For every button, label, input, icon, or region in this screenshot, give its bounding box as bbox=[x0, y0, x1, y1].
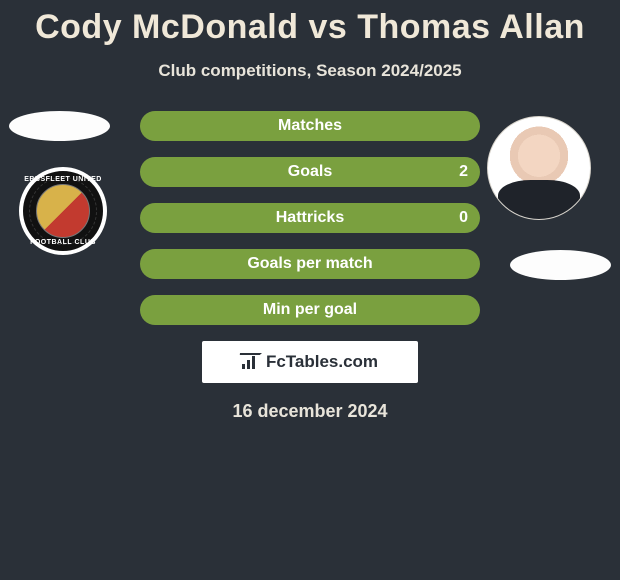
club-left-badge: EBBSFLEET UNITED FOOTBALL CLUB bbox=[19, 167, 107, 255]
brand-chart-icon bbox=[242, 355, 260, 369]
stat-right-value: 0 bbox=[459, 209, 468, 227]
club-left-sub: FOOTBALL CLUB bbox=[23, 239, 103, 246]
stat-right-value: 2 bbox=[459, 163, 468, 181]
page-title: Cody McDonald vs Thomas Allan bbox=[0, 0, 620, 47]
player-left-photo bbox=[9, 111, 110, 141]
stat-row-hattricks: Hattricks 0 bbox=[140, 203, 480, 233]
stat-label: Goals per match bbox=[247, 255, 372, 273]
stat-label: Hattricks bbox=[276, 209, 344, 227]
stat-label: Matches bbox=[278, 117, 342, 135]
comparison-panel: EBBSFLEET UNITED FOOTBALL CLUB Matches G… bbox=[0, 111, 620, 422]
stat-label: Goals bbox=[288, 163, 332, 181]
generated-date: 16 december 2024 bbox=[0, 401, 620, 422]
brand-text: FcTables.com bbox=[266, 352, 378, 372]
subtitle: Club competitions, Season 2024/2025 bbox=[0, 61, 620, 81]
stat-row-matches: Matches bbox=[140, 111, 480, 141]
stat-row-min-per-goal: Min per goal bbox=[140, 295, 480, 325]
player-right-photo bbox=[487, 116, 591, 220]
stats-list: Matches Goals 2 Hattricks 0 Goals per ma… bbox=[140, 111, 480, 325]
brand-attribution: FcTables.com bbox=[202, 341, 418, 383]
club-right-slot bbox=[510, 250, 611, 280]
stat-row-goals-per-match: Goals per match bbox=[140, 249, 480, 279]
stat-row-goals: Goals 2 bbox=[140, 157, 480, 187]
stat-label: Min per goal bbox=[263, 301, 357, 319]
